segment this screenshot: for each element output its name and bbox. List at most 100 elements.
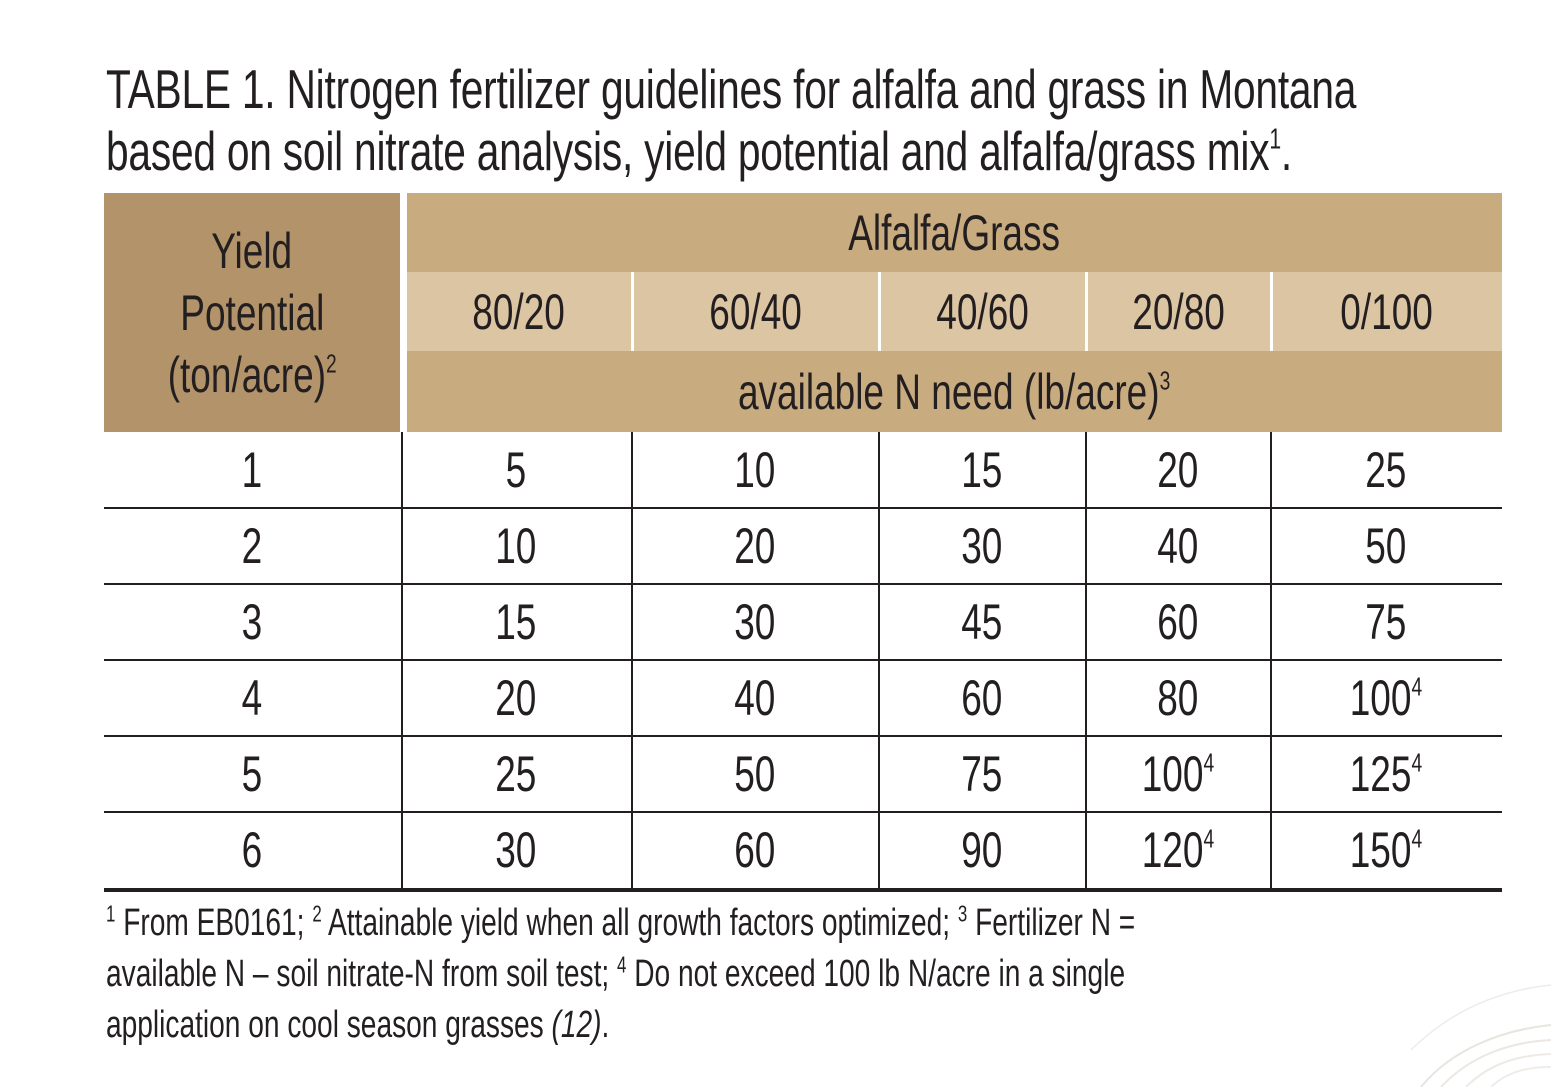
cell-value-wrapper: 5 xyxy=(505,441,526,499)
n-need-cell: 20 xyxy=(400,660,631,736)
cell-value-wrapper: 1204 xyxy=(1141,821,1213,879)
cell-value-wrapper: 45 xyxy=(961,593,1002,651)
cell-value-wrapper: 3 xyxy=(242,593,263,651)
row-divider xyxy=(104,735,1502,737)
yield-header-line-1: Yield xyxy=(211,222,293,279)
cell-value-wrapper: 30 xyxy=(961,517,1002,575)
yield-header-line-2: Potential xyxy=(180,284,324,341)
cell-value-wrapper: 50 xyxy=(1365,517,1406,575)
cell-footnote-ref: 4 xyxy=(1411,747,1423,778)
ratio-header-cell: 20/80 xyxy=(1087,272,1270,351)
cell-value: 30 xyxy=(960,518,1003,574)
ratio-header-cell: 0/100 xyxy=(1272,272,1502,351)
footnote-3-marker: 3 xyxy=(957,900,968,927)
cell-value-wrapper: 15 xyxy=(961,441,1002,499)
column-divider xyxy=(631,432,633,888)
ratio-header-cell: 80/20 xyxy=(407,272,631,351)
cell-value: 60 xyxy=(733,822,776,878)
cell-value: 50 xyxy=(733,746,776,802)
cell-value: 10 xyxy=(733,442,776,498)
row-divider xyxy=(104,811,1502,813)
yield-cell: 4 xyxy=(104,660,400,736)
cell-value-wrapper: 25 xyxy=(1365,441,1406,499)
n-need-cell: 15 xyxy=(400,584,631,660)
header-separator xyxy=(400,193,407,432)
ratio-separator xyxy=(631,272,634,351)
cell-value: 90 xyxy=(960,822,1003,878)
cell-value: 125 xyxy=(1349,746,1412,802)
available-n-footnote-ref: 3 xyxy=(1159,365,1171,395)
row-divider xyxy=(104,659,1502,661)
cell-value: 2 xyxy=(241,518,263,574)
cell-value: 6 xyxy=(241,822,263,878)
ratio-label: 0/100 xyxy=(1340,283,1434,340)
cell-footnote-ref: 4 xyxy=(1411,671,1423,702)
cell-value-wrapper: 1254 xyxy=(1350,745,1422,803)
n-need-cell: 20 xyxy=(631,508,878,584)
footnote-4-marker: 4 xyxy=(617,951,627,978)
yield-potential-header: Yield Potential (ton/acre)2 xyxy=(104,193,400,432)
ratio-separator xyxy=(1085,272,1088,351)
cell-value-wrapper: 30 xyxy=(495,821,536,879)
reference-citation: (12) xyxy=(551,1004,602,1046)
column-divider xyxy=(878,432,880,888)
table-row: 1 5 10 15 20 25 xyxy=(104,432,1502,508)
n-need-cell: 10 xyxy=(631,432,878,508)
cell-value: 25 xyxy=(1365,442,1407,498)
ratio-header-row: 80/20 60/40 40/60 20/80 0/100 xyxy=(407,272,1502,351)
yield-cell: 2 xyxy=(104,508,400,584)
yield-cell: 6 xyxy=(104,812,400,888)
table-row: 2 10 20 30 40 50 xyxy=(104,508,1502,584)
table-row: 3 15 30 45 60 75 xyxy=(104,584,1502,660)
cell-value: 30 xyxy=(733,594,776,650)
cell-value: 150 xyxy=(1349,822,1412,878)
yield-header-unit: (ton/acre) xyxy=(167,346,326,403)
n-need-cell: 15 xyxy=(878,432,1085,508)
table-row: 6 30 60 90 1204 1504 xyxy=(104,812,1502,888)
table-bottom-rule xyxy=(104,888,1502,892)
cell-footnote-ref: 4 xyxy=(1203,823,1214,854)
footnote-line-2: available N – soil nitrate-N from soil t… xyxy=(106,949,1125,1000)
cell-value-wrapper: 50 xyxy=(734,745,775,803)
footnote-1-marker: 1 xyxy=(106,900,116,927)
cell-value-wrapper: 20 xyxy=(495,669,536,727)
cell-value-wrapper: 15 xyxy=(495,593,536,651)
footnote-end-period: . xyxy=(601,1004,610,1046)
n-need-cell: 1004 xyxy=(1085,736,1270,812)
title-period: . xyxy=(1280,120,1293,182)
cell-value: 45 xyxy=(960,594,1003,650)
n-need-cell: 5 xyxy=(400,432,631,508)
cell-value: 1 xyxy=(241,442,263,498)
cell-value-wrapper: 40 xyxy=(1157,517,1198,575)
cell-value-wrapper: 1504 xyxy=(1350,821,1422,879)
cell-value-wrapper: 2 xyxy=(242,517,263,575)
n-need-cell: 40 xyxy=(1085,508,1270,584)
cell-value-wrapper: 40 xyxy=(734,669,775,727)
cell-value-wrapper: 75 xyxy=(961,745,1002,803)
cell-value-wrapper: 1004 xyxy=(1350,669,1422,727)
n-need-cell: 1204 xyxy=(1085,812,1270,888)
n-need-cell: 90 xyxy=(878,812,1085,888)
cell-value: 60 xyxy=(960,670,1003,726)
cell-value-wrapper: 20 xyxy=(1157,441,1198,499)
title-footnote-ref: 1 xyxy=(1269,123,1281,156)
cell-value: 20 xyxy=(733,518,776,574)
ratio-label: 20/80 xyxy=(1132,283,1225,340)
cell-value: 15 xyxy=(494,594,537,650)
row-divider xyxy=(104,507,1502,509)
cell-value-wrapper: 90 xyxy=(961,821,1002,879)
cell-value: 25 xyxy=(494,746,537,802)
n-need-cell: 30 xyxy=(400,812,631,888)
cell-value: 40 xyxy=(733,670,776,726)
column-divider xyxy=(1085,432,1087,888)
cell-value-wrapper: 60 xyxy=(1157,593,1198,651)
title-line-2-text: based on soil nitrate analysis, yield po… xyxy=(106,120,1270,182)
footnote-1-text: From EB0161; xyxy=(115,902,313,944)
footnote-line-3: application on cool season grasses (12). xyxy=(106,1000,609,1051)
column-divider xyxy=(1270,432,1272,888)
cell-value: 100 xyxy=(1141,746,1204,802)
cell-value: 50 xyxy=(1365,518,1407,574)
cell-value: 3 xyxy=(241,594,263,650)
ratio-header-cell: 40/60 xyxy=(880,272,1085,351)
table-footnotes: 1 From EB0161; 2 Attainable yield when a… xyxy=(106,898,1456,1051)
